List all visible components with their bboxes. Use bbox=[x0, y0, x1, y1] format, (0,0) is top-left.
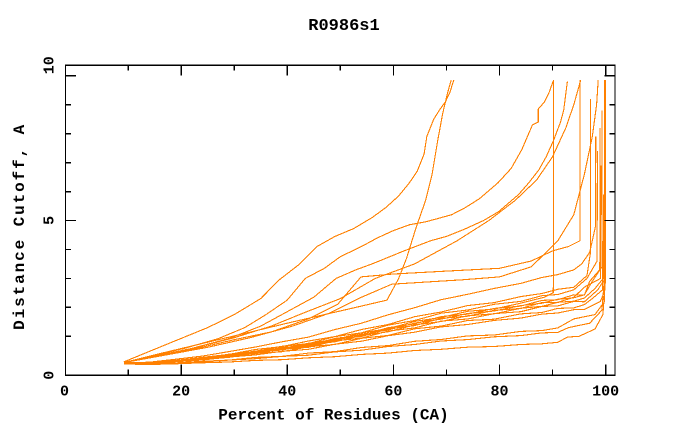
svg-text:0: 0 bbox=[60, 384, 69, 401]
svg-text:60: 60 bbox=[384, 384, 402, 401]
svg-text:0: 0 bbox=[42, 371, 59, 380]
svg-text:5: 5 bbox=[42, 216, 59, 225]
svg-text:Percent of Residues (CA): Percent of Residues (CA) bbox=[218, 407, 448, 425]
svg-text:80: 80 bbox=[490, 384, 508, 401]
svg-text:Distance Cutoff, A: Distance Cutoff, A bbox=[11, 123, 29, 330]
svg-text:10: 10 bbox=[42, 56, 59, 74]
svg-text:20: 20 bbox=[172, 384, 190, 401]
svg-text:100: 100 bbox=[592, 384, 619, 401]
svg-text:R0986s1: R0986s1 bbox=[308, 17, 379, 36]
svg-text:40: 40 bbox=[278, 384, 296, 401]
